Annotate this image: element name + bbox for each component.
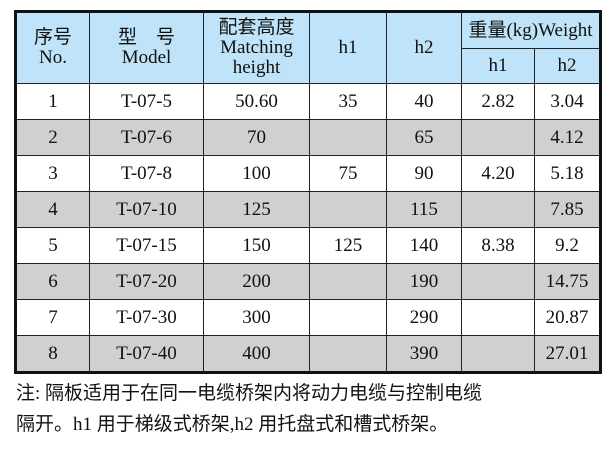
header-h1: h1 — [309, 11, 387, 84]
header-h2: h2 — [386, 11, 462, 84]
cell-h2: 40 — [386, 83, 462, 120]
cell-no: 2 — [15, 119, 90, 156]
cell-model: T-07-40 — [89, 335, 204, 373]
table-row: 5 T-07-15 150 125 140 8.38 9.2 — [15, 227, 601, 264]
table-row: 4 T-07-10 125 115 7.85 — [15, 191, 601, 228]
cell-no: 1 — [15, 83, 90, 120]
cell-model: T-07-10 — [89, 191, 204, 228]
cell-w1 — [461, 263, 535, 300]
cell-h1 — [309, 119, 387, 156]
cell-model: T-07-15 — [89, 227, 204, 264]
cell-w1: 4.20 — [461, 155, 535, 192]
cell-height: 150 — [203, 227, 310, 264]
table-row: 3 T-07-8 100 75 90 4.20 5.18 — [15, 155, 601, 192]
cell-w2: 20.87 — [534, 299, 601, 336]
cell-h2: 290 — [386, 299, 462, 336]
table-row: 8 T-07-40 400 390 27.01 — [15, 335, 601, 373]
cell-no: 5 — [15, 227, 90, 264]
cell-h1: 125 — [309, 227, 387, 264]
cell-h2: 390 — [386, 335, 462, 373]
cell-height: 125 — [203, 191, 310, 228]
footnote-line: 注: 隔板适用于在同一电缆桥架内将动力电缆与控制电缆 — [16, 383, 483, 404]
cell-no: 8 — [15, 335, 90, 373]
header-weight-h1: h1 — [461, 48, 535, 84]
header-weight-h2: h2 — [534, 48, 601, 84]
cell-h1 — [309, 299, 387, 336]
header-weight: 重量(kg)Weight — [461, 11, 601, 49]
cell-h1 — [309, 191, 387, 228]
cell-height: 70 — [203, 119, 310, 156]
cell-h2: 190 — [386, 263, 462, 300]
cell-w2: 5.18 — [534, 155, 601, 192]
cell-h1: 75 — [309, 155, 387, 192]
cell-h1 — [309, 335, 387, 373]
cell-h2: 90 — [386, 155, 462, 192]
cell-w2: 7.85 — [534, 191, 601, 228]
cell-no: 6 — [15, 263, 90, 300]
cell-model: T-07-6 — [89, 119, 204, 156]
table-row: 1 T-07-5 50.60 35 40 2.82 3.04 — [15, 83, 601, 120]
cell-w1: 8.38 — [461, 227, 535, 264]
cell-height: 50.60 — [203, 83, 310, 120]
cell-height: 400 — [203, 335, 310, 373]
cell-w1 — [461, 119, 535, 156]
cell-h1: 35 — [309, 83, 387, 120]
cell-h2: 115 — [386, 191, 462, 228]
cell-height: 100 — [203, 155, 310, 192]
spec-table: 序号 No. 型 号 Model 配套高度 Matching height h1 h2 … — [14, 10, 602, 374]
cell-w1 — [461, 335, 535, 373]
cell-h2: 65 — [386, 119, 462, 156]
cell-w2: 27.01 — [534, 335, 601, 373]
header-no: 序号 No. — [15, 11, 90, 84]
table-row: 2 T-07-6 70 65 4.12 — [15, 119, 601, 156]
cell-model: T-07-30 — [89, 299, 204, 336]
table-row: 7 T-07-30 300 290 20.87 — [15, 299, 601, 336]
footnote: 注: 隔板适用于在同一电缆桥架内将动力电缆与控制电缆 隔开。h1 用于梯级式桥架… — [16, 378, 606, 440]
cell-no: 3 — [15, 155, 90, 192]
cell-height: 300 — [203, 299, 310, 336]
cell-model: T-07-20 — [89, 263, 204, 300]
cell-w1: 2.82 — [461, 83, 535, 120]
cell-w2: 3.04 — [534, 83, 601, 120]
cell-w1 — [461, 191, 535, 228]
footnote-line: 隔开。h1 用于梯级式桥架,h2 用托盘式和槽式桥架。 — [16, 414, 449, 435]
cell-w2: 14.75 — [534, 263, 601, 300]
cell-model: T-07-5 — [89, 83, 204, 120]
cell-no: 7 — [15, 299, 90, 336]
header-model: 型 号 Model — [89, 11, 204, 84]
cell-height: 200 — [203, 263, 310, 300]
cell-model: T-07-8 — [89, 155, 204, 192]
header-matching-height: 配套高度 Matching height — [203, 11, 310, 84]
cell-w1 — [461, 299, 535, 336]
cell-h2: 140 — [386, 227, 462, 264]
cell-w2: 4.12 — [534, 119, 601, 156]
table-row: 6 T-07-20 200 190 14.75 — [15, 263, 601, 300]
cell-h1 — [309, 263, 387, 300]
cell-w2: 9.2 — [534, 227, 601, 264]
cell-no: 4 — [15, 191, 90, 228]
